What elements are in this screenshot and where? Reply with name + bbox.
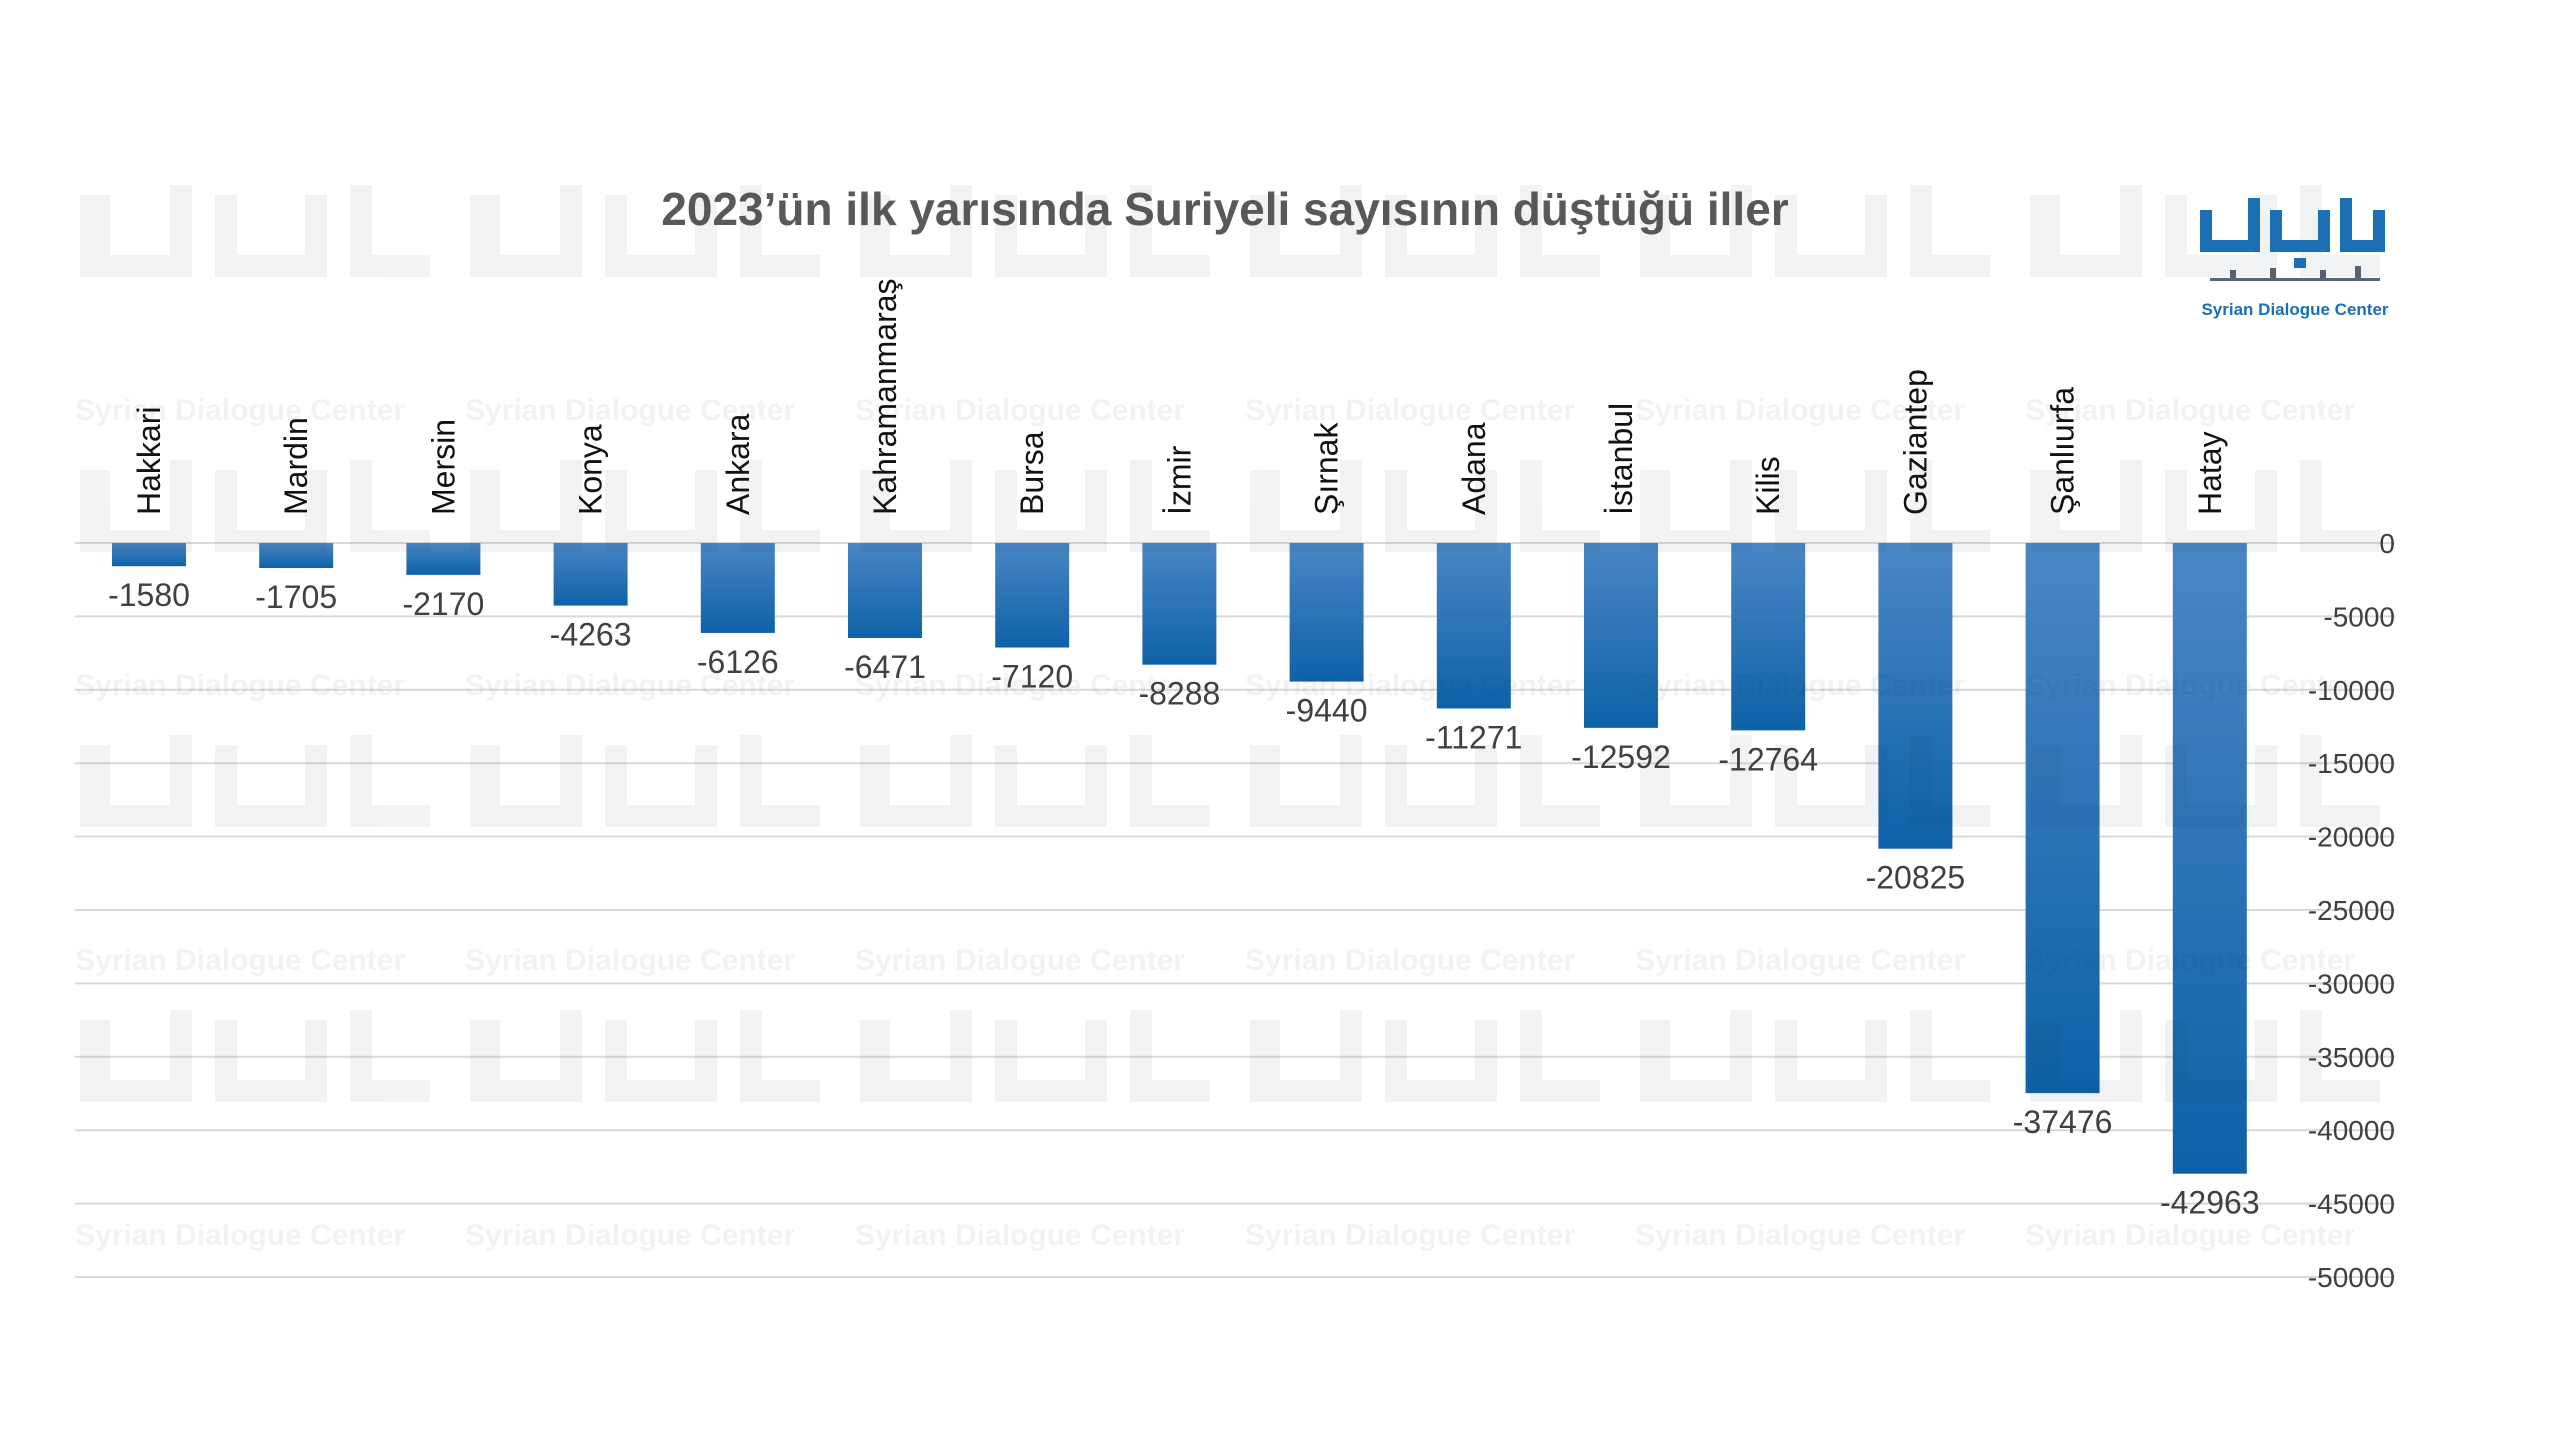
value-labels: -1580 -1705 -2170 -4263 -6126 -6471 -7120 -8288…	[108, 577, 2260, 1221]
category-label: İzmir	[1161, 445, 1197, 515]
syrian-dialogue-center-logo: Syrian Dialogue Center	[2190, 170, 2400, 330]
category-label: İstanbul	[1603, 403, 1639, 515]
category-label: Mersin	[425, 419, 461, 515]
category-label: Konya	[573, 424, 609, 515]
category-label: Şırnak	[1309, 422, 1345, 515]
category-label: Hatay	[2192, 431, 2228, 515]
bar	[1142, 543, 1217, 665]
value-label: -1580	[108, 577, 190, 613]
bar	[553, 543, 628, 606]
category-label: Kilis	[1750, 456, 1786, 515]
y-tick-label: -50000	[2308, 1262, 2395, 1293]
bar	[700, 543, 775, 633]
category-label: Bursa	[1014, 431, 1050, 515]
y-tick-label: 0	[2379, 528, 2395, 559]
bars	[112, 543, 2247, 1174]
bar	[848, 543, 922, 638]
category-labels: Hakkari Mardin Mersin Konya Ankara Kahramanma…	[131, 278, 2228, 515]
category-label: Ankara	[720, 413, 756, 515]
value-label: -6471	[844, 649, 926, 685]
value-label: -42963	[2160, 1185, 2260, 1221]
y-tick-label: -10000	[2308, 675, 2395, 706]
category-label: Hakkari	[131, 407, 167, 515]
bar	[1289, 543, 1364, 682]
value-label: -6126	[697, 644, 779, 680]
value-label: -8288	[1138, 676, 1220, 712]
value-label: -12592	[1571, 739, 1671, 775]
bar	[1584, 543, 1658, 728]
category-label: Gaziantep	[1897, 369, 1933, 515]
bar	[1731, 543, 1806, 731]
value-label: -9440	[1286, 693, 1368, 729]
value-label: -7120	[991, 659, 1073, 695]
bar	[1436, 543, 1511, 709]
bar	[995, 543, 1070, 648]
category-label: Kahramanmaraş	[867, 278, 903, 515]
y-tick-label: -45000	[2308, 1189, 2395, 1220]
category-label: Şanlıurfa	[2045, 387, 2081, 515]
bar	[2172, 543, 2247, 1174]
y-tick-label: -5000	[2323, 601, 2395, 632]
logo-icon: Syrian Dialogue Center	[2200, 198, 2389, 319]
value-label: -2170	[402, 586, 484, 622]
bar	[406, 543, 481, 575]
value-label: -20825	[1866, 860, 1966, 896]
logo-text: Syrian Dialogue Center	[2201, 300, 2388, 319]
y-tick-label: -40000	[2308, 1115, 2395, 1146]
y-axis-ticks: 0 -5000 -10000 -15000 -20000 -25000 -30000 -350…	[2308, 528, 2395, 1293]
y-tick-label: -15000	[2308, 748, 2395, 779]
y-tick-label: -35000	[2308, 1042, 2395, 1073]
value-label: -12764	[1718, 741, 1818, 777]
category-label: Adana	[1456, 422, 1492, 515]
value-label: -11271	[1425, 719, 1522, 755]
value-label: -37476	[2013, 1104, 2113, 1140]
y-tick-label: -20000	[2308, 822, 2395, 853]
grid-lines	[75, 542, 2395, 1278]
bar	[1878, 543, 1953, 849]
bar	[2025, 543, 2100, 1094]
bar	[259, 543, 334, 569]
chart-title: 2023’ün ilk yarısında Suriyeli sayısının…	[661, 183, 1789, 235]
bar	[112, 543, 186, 567]
y-tick-label: -30000	[2308, 968, 2395, 999]
value-label: -1705	[255, 579, 337, 615]
y-tick-label: -25000	[2308, 895, 2395, 926]
category-label: Mardin	[278, 417, 314, 515]
value-label: -4263	[550, 617, 632, 653]
